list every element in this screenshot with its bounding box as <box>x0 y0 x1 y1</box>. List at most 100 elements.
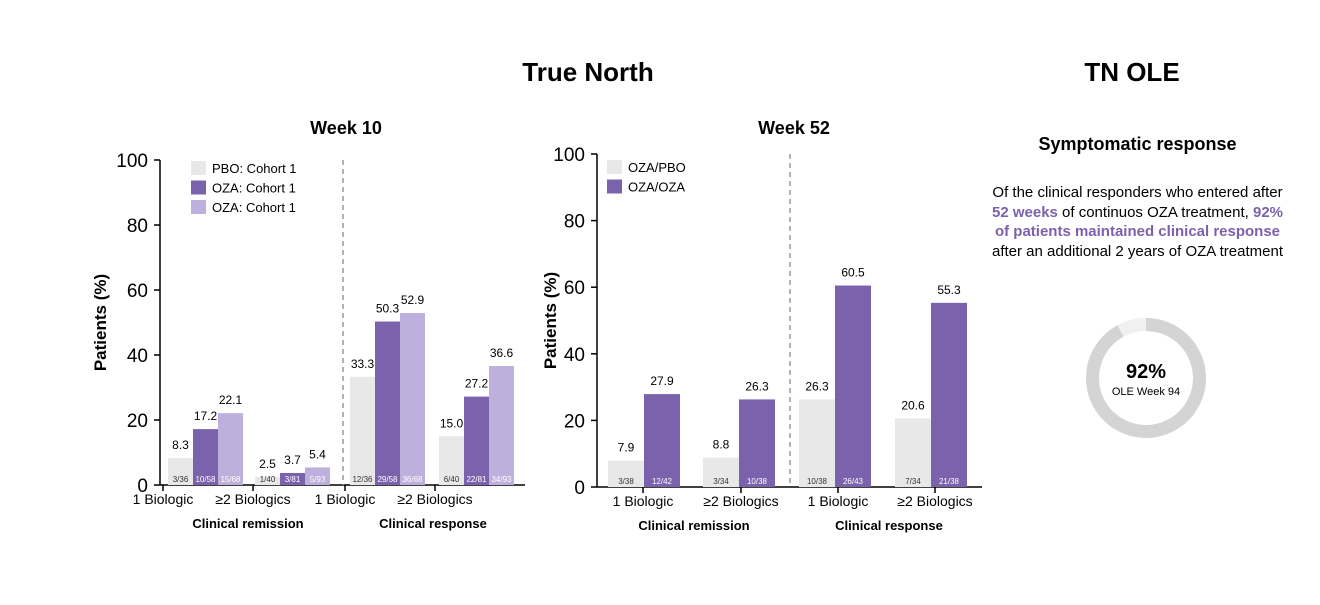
chart1-value-label: 5.4 <box>309 447 326 461</box>
chart1-bar <box>280 472 305 485</box>
chart1-value-label: 15.0 <box>440 416 464 430</box>
chart1-title: Week 10 <box>310 118 382 138</box>
chart1-x-tick-label: ≥2 Biologics <box>215 491 290 507</box>
chart2-bar <box>644 394 680 487</box>
chart1-bar <box>375 321 400 485</box>
chart2-value-label: 27.9 <box>650 374 674 388</box>
chart2-bar <box>835 285 871 487</box>
chart1-count-label: 6/40 <box>444 475 460 484</box>
chart1-count-label: 15/68 <box>220 475 241 484</box>
chart2-value-label: 60.5 <box>841 266 865 280</box>
chart1-value-label: 52.9 <box>401 293 425 307</box>
chart1-value-label: 50.3 <box>376 302 400 316</box>
chart2-x-tick-label: ≥2 Biologics <box>703 493 778 509</box>
chart1-x-tick-label: 1 Biologic <box>133 491 194 507</box>
chart1-legend-label: PBO: Cohort 1 <box>212 161 297 176</box>
chart1-legend-label: OZA: Cohort 1 <box>212 200 296 215</box>
chart1-value-label: 2.5 <box>259 457 276 471</box>
chart1-y-axis-label: Patients (%) <box>91 274 110 371</box>
chart2-legend-label: OZA/PBO <box>628 160 686 175</box>
donut-sub-label: OLE Week 94 <box>1112 386 1180 398</box>
chart2-bar <box>608 460 644 487</box>
chart1-bar <box>218 413 243 485</box>
chart1-legend-swatch <box>191 161 206 175</box>
chart2-y-tick-label: 60 <box>564 278 585 299</box>
chart1-x-tick-label: ≥2 Biologics <box>397 491 472 507</box>
chart2-y-tick-label: 40 <box>564 345 585 366</box>
chart2-count-label: 10/38 <box>747 477 768 486</box>
true-north-heading: True North <box>522 57 653 87</box>
ole-summary-panel: Symptomatic response Of the clinical res… <box>985 134 1290 261</box>
chart1-value-label: 22.1 <box>219 393 243 407</box>
chart2-value-label: 20.6 <box>901 398 925 412</box>
chart2-count-label: 7/34 <box>905 477 921 486</box>
chart2-group-label: Clinical response <box>835 518 943 533</box>
chart1-bar <box>464 396 489 485</box>
chart2-bar <box>739 399 775 487</box>
chart1-value-label: 17.2 <box>194 409 218 423</box>
chart2-count-label: 3/38 <box>618 477 634 486</box>
chart1-value-label: 3.7 <box>284 453 301 467</box>
chart2-value-label: 26.3 <box>805 379 829 393</box>
chart2-count-label: 10/38 <box>807 477 828 486</box>
chart1-bar <box>350 376 375 485</box>
chart2-y-axis-label: Patients (%) <box>541 272 560 369</box>
chart1-legend-label: OZA: Cohort 1 <box>212 181 296 196</box>
chart1-y-tick-label: 60 <box>127 281 148 302</box>
donut-value-segment <box>1086 318 1206 438</box>
chart1-value-label: 8.3 <box>172 438 189 452</box>
ole-text-part-2: of continuos OZA treatment, <box>1057 203 1253 221</box>
chart2-y-tick-label: 80 <box>564 212 585 233</box>
chart2-count-label: 3/34 <box>713 477 729 486</box>
chart1-bar <box>305 467 330 485</box>
chart2-legend-label: OZA/OZA <box>628 180 685 195</box>
chart1-bar <box>168 458 193 485</box>
chart1-count-label: 3/81 <box>285 475 301 484</box>
chart2-title: Week 52 <box>758 118 830 138</box>
chart1-y-tick-label: 40 <box>127 346 148 367</box>
chart1-value-label: 36.6 <box>490 346 514 360</box>
chart2-y-tick-label: 100 <box>553 145 585 166</box>
chart1-count-label: 5/93 <box>310 475 326 484</box>
chart2-count-label: 12/42 <box>652 477 673 486</box>
chart2-count-label: 21/38 <box>939 477 960 486</box>
chart1-count-label: 22/81 <box>466 475 487 484</box>
chart2-value-label: 55.3 <box>937 283 961 297</box>
chart1-legend-swatch <box>191 200 206 214</box>
chart1-bar <box>439 436 464 485</box>
chart1-count-label: 34/93 <box>491 475 512 484</box>
chart2-x-tick-label: ≥2 Biologics <box>897 493 972 509</box>
ole-highlight-weeks: 52 weeks <box>991 203 1058 221</box>
chart1-count-label: 36/68 <box>402 475 423 484</box>
chart1-group-label: Clinical response <box>379 516 487 531</box>
chart1-count-label: 12/36 <box>352 475 373 484</box>
chart2-bar <box>931 302 967 487</box>
chart2-value-label: 8.8 <box>713 438 730 452</box>
chart2-bar <box>799 399 835 487</box>
chart1-count-label: 3/36 <box>173 475 189 484</box>
chart1-value-label: 33.3 <box>351 357 375 371</box>
chart1-y-tick-label: 0 <box>137 476 148 497</box>
chart1-count-label: 1/40 <box>260 475 276 484</box>
ole-text-part-3: after an additional 2 years of OZA treat… <box>992 242 1283 260</box>
chart1-bar <box>193 429 218 485</box>
chart1-count-label: 10/58 <box>195 475 216 484</box>
chart2-legend-swatch <box>607 160 622 174</box>
chart1-x-tick-label: 1 Biologic <box>315 491 376 507</box>
chart2-bar <box>703 457 739 487</box>
ole-panel-title: Symptomatic response <box>1038 134 1237 154</box>
chart1-count-label: 29/58 <box>377 475 398 484</box>
chart2-value-label: 7.9 <box>618 441 635 455</box>
chart2-group-label: Clinical remission <box>638 518 749 533</box>
tn-ole-heading: TN OLE <box>1084 57 1179 87</box>
donut-value-label: 92% <box>1126 361 1166 383</box>
ole-highlight-maintained: 92% of patients maintained clinical resp… <box>994 203 1284 241</box>
chart1-bar <box>255 476 280 485</box>
chart1-y-tick-label: 20 <box>127 411 148 432</box>
chart1-legend-swatch <box>191 180 206 195</box>
chart1-y-tick-label: 80 <box>127 216 148 237</box>
chart1-bar <box>400 313 425 485</box>
chart2-count-label: 26/43 <box>843 477 864 486</box>
